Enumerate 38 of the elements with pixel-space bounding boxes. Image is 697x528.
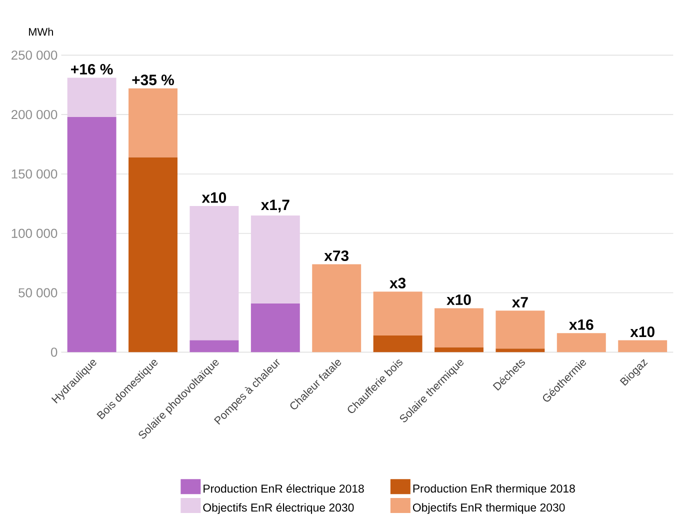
legend-label: Production EnR thermique 2018 xyxy=(413,484,575,495)
bar xyxy=(190,206,239,340)
legend-label: Objectifs EnR thermique 2030 xyxy=(412,503,565,514)
bar xyxy=(434,308,484,348)
bar xyxy=(128,88,178,158)
annotation: x16 xyxy=(569,319,594,330)
bar xyxy=(618,340,668,352)
annotation: x1,7 xyxy=(260,200,290,212)
annotation: x73 xyxy=(324,250,349,262)
y-tick-label: 0 xyxy=(50,348,58,357)
annotation: x10 xyxy=(630,326,654,338)
legend-label: Objectifs EnR électrique 2030 xyxy=(203,503,354,514)
bar xyxy=(128,157,178,352)
annotation: x10 xyxy=(446,294,471,306)
y-tick-label: 150 000 xyxy=(12,169,58,179)
y-tick-label: 250 000 xyxy=(12,50,58,60)
bar xyxy=(496,348,545,352)
bar xyxy=(250,303,300,352)
bar xyxy=(373,336,422,352)
y-tick-label: 200 000 xyxy=(12,110,58,120)
bar xyxy=(556,333,606,352)
bar xyxy=(67,116,116,352)
legend-label: Production EnR électrique 2018 xyxy=(204,484,364,495)
bar xyxy=(190,340,239,352)
y-axis-title: MWh xyxy=(29,28,53,36)
bar xyxy=(496,310,545,349)
annotation: +16 % xyxy=(71,64,113,75)
bar xyxy=(67,78,116,117)
bar xyxy=(250,216,300,304)
annotation: +35 % xyxy=(132,74,174,86)
bar xyxy=(312,264,362,352)
annotation: x7 xyxy=(512,297,528,308)
annotation: x10 xyxy=(202,192,226,203)
bar xyxy=(373,292,422,336)
annotation: x3 xyxy=(390,278,406,288)
bar xyxy=(434,347,484,352)
y-tick-label: 100 000 xyxy=(12,228,58,238)
y-tick-label: 50 000 xyxy=(18,288,58,298)
